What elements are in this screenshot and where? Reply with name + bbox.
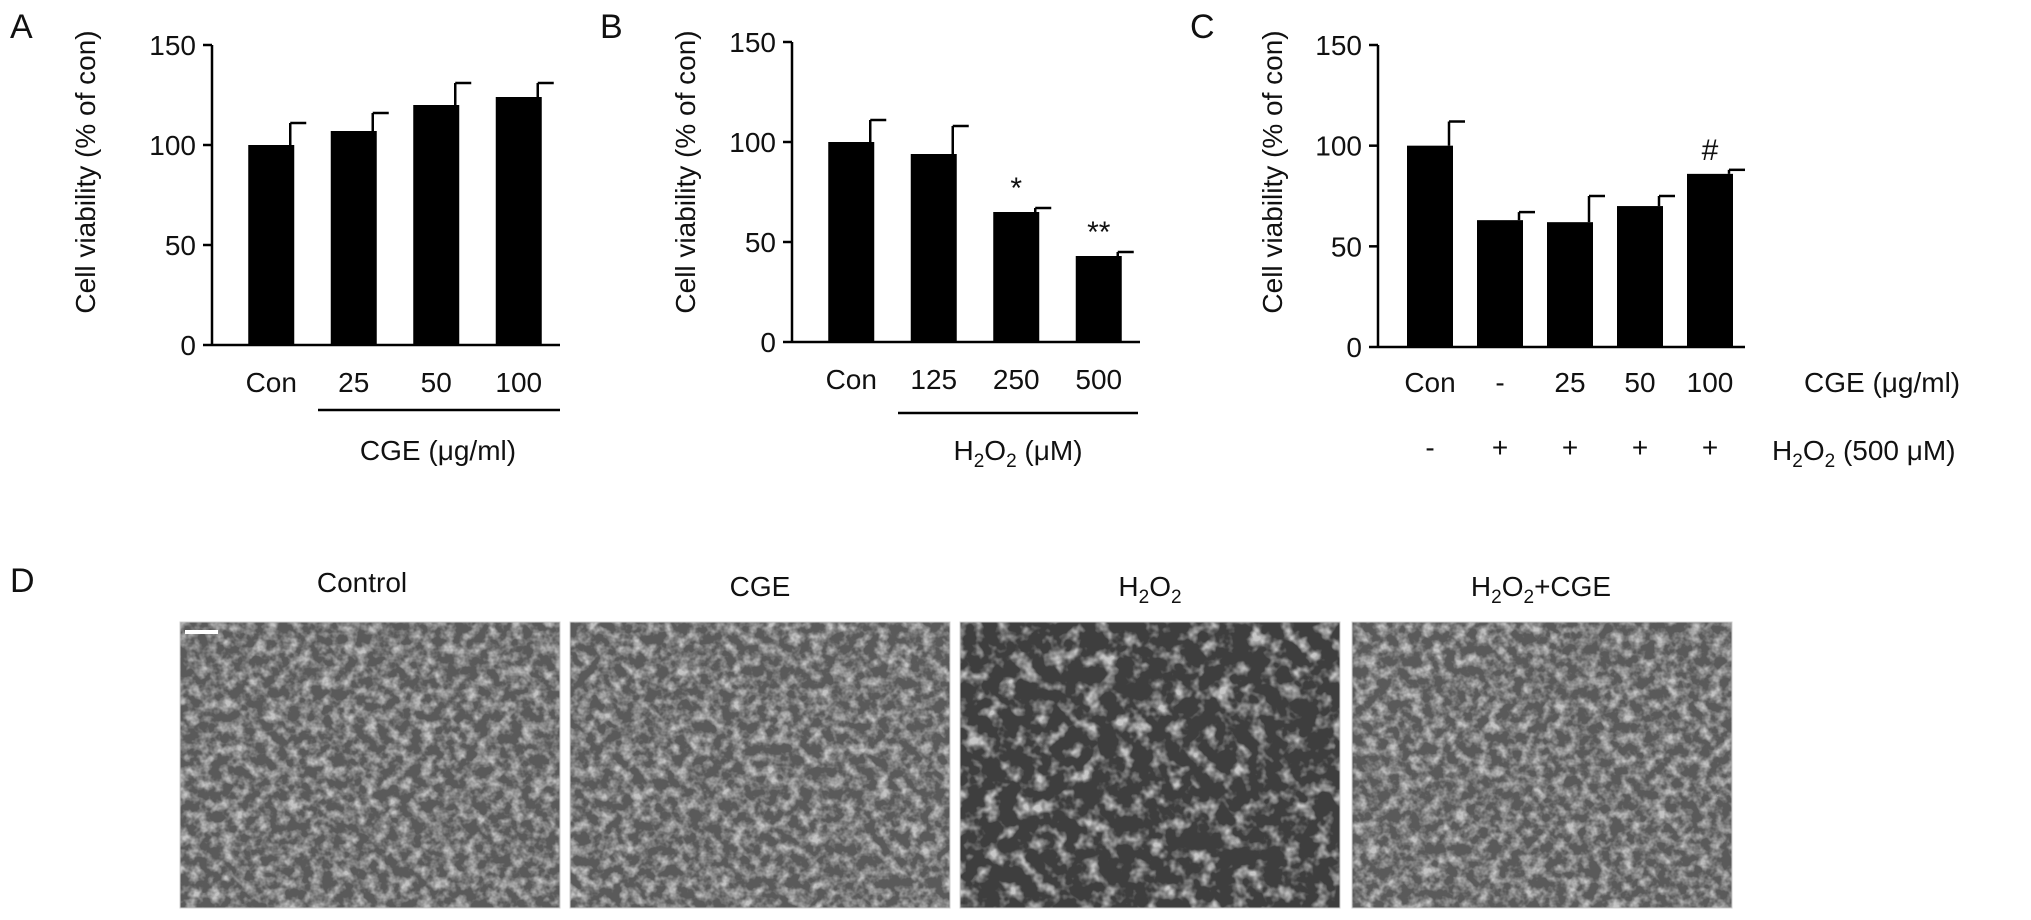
panel-c-bar: [1477, 220, 1523, 347]
panel-a-y-tick-label: 50: [165, 230, 196, 261]
panel-c-cge-row-value: Con: [1404, 367, 1455, 398]
panel-a-category-label: 50: [421, 367, 452, 398]
panel-b-y-tick-label: 50: [745, 227, 776, 258]
micrograph-h2o2-cge: [1351, 621, 1733, 909]
panel-a-category-label: 100: [495, 367, 542, 398]
panel-c-h2o2-row-label: H2O2 (500 μM): [1772, 435, 1956, 472]
panel-b-bar: [1075, 256, 1122, 342]
panel-a-bar: [330, 131, 377, 345]
panel-b-y-tick-label: 100: [729, 127, 776, 158]
panel-c-h2o2-row-value: +: [1562, 432, 1578, 463]
panel-a-y-tick-label: 0: [180, 330, 196, 361]
panel-b-bar: [828, 142, 875, 342]
panel-d: D Control CGE H2O2 H2O2+CGE: [10, 562, 1733, 909]
panel-c-h2o2-row-value: +: [1492, 432, 1508, 463]
panel-b-plot: 0 50 100 150 Con 125 * 250 ** 500: [729, 27, 1140, 395]
micrograph-h2o2: [959, 621, 1341, 909]
panel-c-h2o2-row-value: +: [1702, 432, 1718, 463]
panel-d-letter: D: [10, 562, 35, 600]
panel-a-plot: 0 50 100 150 Con 25 50 100: [149, 30, 560, 398]
panel-a-letter: A: [10, 8, 33, 46]
image-title-control: Control: [317, 567, 407, 598]
panel-a-bar: [413, 105, 460, 345]
panel-c-cge-row-value: 25: [1554, 367, 1585, 398]
panel-c-y-tick-label: 100: [1315, 131, 1362, 162]
panel-b-category-label: Con: [826, 364, 877, 395]
panel-c-ylabel: Cell viability (% of con): [1257, 30, 1288, 313]
panel-c-y-tick-label: 150: [1315, 30, 1362, 61]
panel-c-h2o2-row: - + + + +: [1425, 432, 1718, 463]
panel-c-y-tick-label: 50: [1331, 231, 1362, 262]
panel-a-ylabel: Cell viability (% of con): [70, 30, 101, 313]
panel-c-h2o2-row-value: +: [1632, 432, 1648, 463]
panel-c-h2o2-row-value: -: [1425, 432, 1434, 463]
panel-b-significance-mark: **: [1087, 216, 1111, 249]
panel-c-bar: [1687, 173, 1733, 347]
panel-a: A Cell viability (% of con) 0 50 100 150 Con…: [10, 8, 560, 466]
panel-c-bar: [1547, 222, 1593, 347]
panel-c-plot: 0 50 100 150 #: [1315, 30, 1745, 363]
panel-a-y-tick-label: 100: [149, 130, 196, 161]
panel-b-category-label: 250: [993, 364, 1040, 395]
panel-a-y-tick-label: 150: [149, 30, 196, 61]
panel-b-category-label: 500: [1075, 364, 1122, 395]
panel-a-group-caption: CGE (μg/ml): [360, 435, 516, 466]
panel-b: B Cell viability (% of con) 0 50 100 150 Con…: [600, 8, 1140, 472]
panel-c-cge-row-value: 50: [1624, 367, 1655, 398]
panel-c-significance-mark: #: [1702, 134, 1719, 167]
panel-b-letter: B: [600, 8, 623, 46]
panel-c-cge-row-value: -: [1495, 367, 1504, 398]
panel-c-cge-row-value: 100: [1687, 367, 1734, 398]
panel-c-cge-row-label: CGE (μg/ml): [1804, 367, 1960, 398]
panel-a-bar: [248, 145, 295, 345]
micrograph-control: [179, 621, 561, 909]
panel-a-category-label: 25: [338, 367, 369, 398]
panel-b-group-caption: H2O2 (μM): [953, 435, 1082, 472]
panel-b-bar: [910, 154, 957, 342]
panel-c: C Cell viability (% of con) 0 50 100 150 # C…: [1190, 8, 1960, 472]
micrograph-cge: [569, 621, 951, 909]
panel-c-y-tick-label: 0: [1346, 332, 1362, 363]
panel-c-cge-row: Con - 25 50 100: [1404, 367, 1733, 398]
panel-b-ylabel: Cell viability (% of con): [670, 30, 701, 313]
panel-a-bar: [495, 97, 542, 345]
panel-c-bar: [1407, 145, 1453, 347]
image-title-h2o2-cge: H2O2+CGE: [1471, 571, 1611, 608]
panel-a-category-label: Con: [246, 367, 297, 398]
panel-b-significance-mark: *: [1010, 172, 1022, 205]
image-title-h2o2: H2O2: [1118, 571, 1181, 608]
panel-c-bar: [1617, 206, 1663, 347]
panel-c-letter: C: [1190, 8, 1215, 46]
panel-b-category-label: 125: [910, 364, 957, 395]
panel-b-bar: [993, 212, 1040, 342]
panel-b-y-tick-label: 0: [760, 327, 776, 358]
panel-b-y-tick-label: 150: [729, 27, 776, 58]
image-title-cge: CGE: [730, 571, 791, 602]
